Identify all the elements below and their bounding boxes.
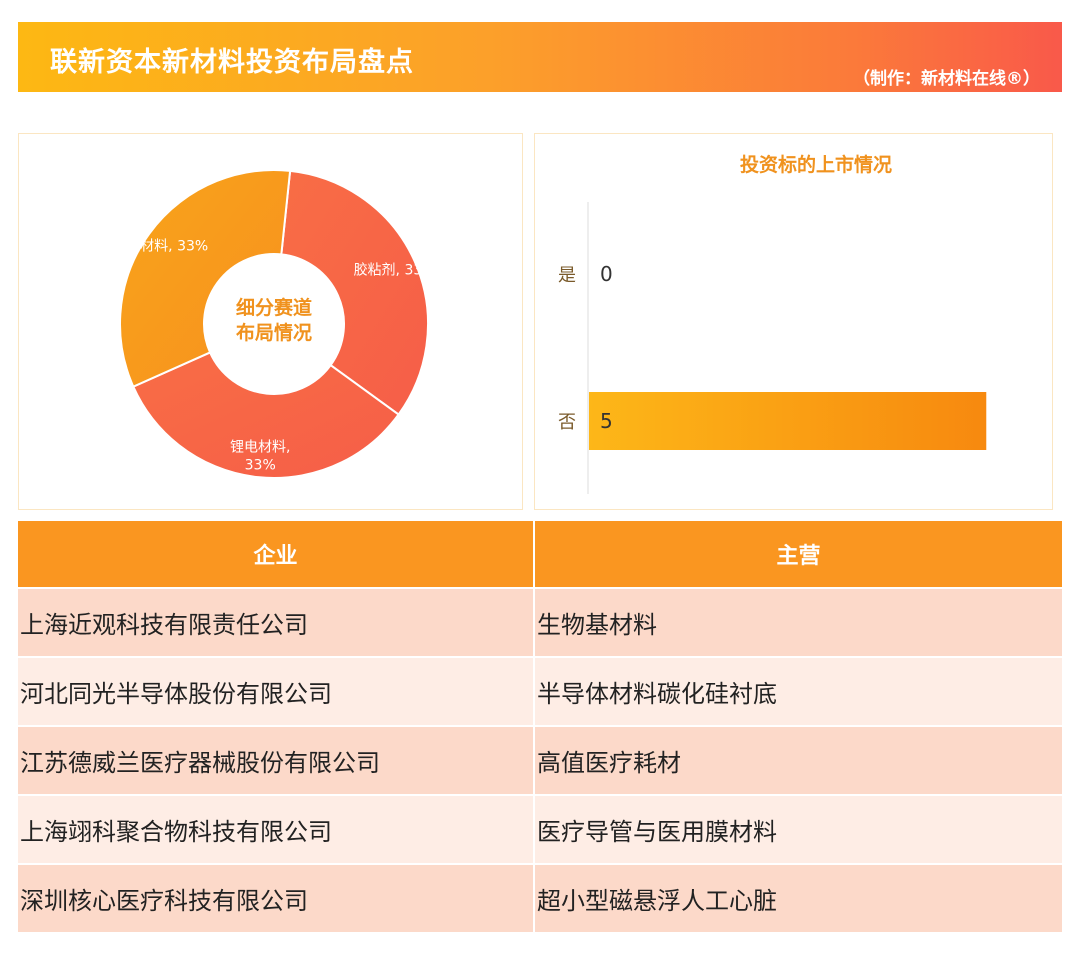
business-cell: 超小型磁悬浮人工心脏 <box>534 863 1062 932</box>
business-cell: 半导体材料碳化硅衬底 <box>534 656 1062 726</box>
donut-center-label-line1: 细分赛道 <box>236 296 312 319</box>
company-cell: 河北同光半导体股份有限公司 <box>18 656 535 726</box>
business-cell: 高值医疗耗材 <box>534 725 1062 795</box>
donut-label-battery-material: 锂电材料, 33% <box>230 439 290 473</box>
table-row: 河北同光半导体股份有限公司 半导体材料碳化硅衬底 <box>18 656 1062 726</box>
bar-value-yes: 0 <box>600 262 613 286</box>
table-row: 江苏德威兰医疗器械股份有限公司 高值医疗耗材 <box>18 725 1062 795</box>
company-cell: 深圳核心医疗科技有限公司 <box>18 863 535 932</box>
table-row: 上海翊科聚合物科技有限公司 医疗导管与医用膜材料 <box>18 794 1062 864</box>
bar-category-yes: 是 <box>558 265 576 286</box>
bar-chart: 投资标的上市情况 是 0 否 5 <box>558 153 987 494</box>
bar-category-no: 否 <box>558 412 576 433</box>
bar-no <box>589 392 987 450</box>
donut-slice-battery-material <box>131 351 400 479</box>
table-row: 深圳核心医疗科技有限公司 超小型磁悬浮人工心脏 <box>18 863 1062 932</box>
donut-slice-membrane <box>119 169 292 388</box>
company-cell: 江苏德威兰医疗器械股份有限公司 <box>18 725 535 795</box>
investment-table: 企业 主营 上海近观科技有限责任公司 生物基材料 河北同光半导体股份有限公司 半… <box>18 521 1062 932</box>
bar-chart-title: 投资标的上市情况 <box>740 153 892 176</box>
donut-chart: 胶粘剂, 33% 锂电材料, 33% 膜材料, 33% 细分赛道 布局情况 <box>119 169 436 479</box>
donut-label-adhesive: 胶粘剂, 33% <box>354 261 436 278</box>
table-header-row: 企业 主营 <box>18 521 1062 588</box>
donut-chart-panel: 胶粘剂, 33% 锂电材料, 33% 膜材料, 33% 细分赛道 布局情况 <box>18 133 523 510</box>
bar-chart-panel: 投资标的上市情况 是 0 否 5 <box>534 133 1053 510</box>
header-business: 主营 <box>534 521 1062 588</box>
bar-value-no: 5 <box>600 409 613 433</box>
page-title: 联新资本新材料投资布局盘点 <box>50 47 414 78</box>
table-row: 上海近观科技有限责任公司 生物基材料 <box>18 587 1062 657</box>
donut-label-membrane: 膜材料, 33% <box>126 238 208 254</box>
business-cell: 医疗导管与医用膜材料 <box>534 794 1062 864</box>
company-cell: 上海近观科技有限责任公司 <box>18 587 535 657</box>
credit-label: （制作：新材料在线®） <box>853 69 1040 89</box>
donut-center-label-line2: 布局情况 <box>236 321 312 344</box>
header-company: 企业 <box>18 521 535 588</box>
business-cell: 生物基材料 <box>534 587 1062 657</box>
title-banner: 联新资本新材料投资布局盘点 （制作：新材料在线®） <box>18 22 1062 92</box>
donut-slice-adhesive <box>280 169 429 416</box>
company-cell: 上海翊科聚合物科技有限公司 <box>18 794 535 864</box>
